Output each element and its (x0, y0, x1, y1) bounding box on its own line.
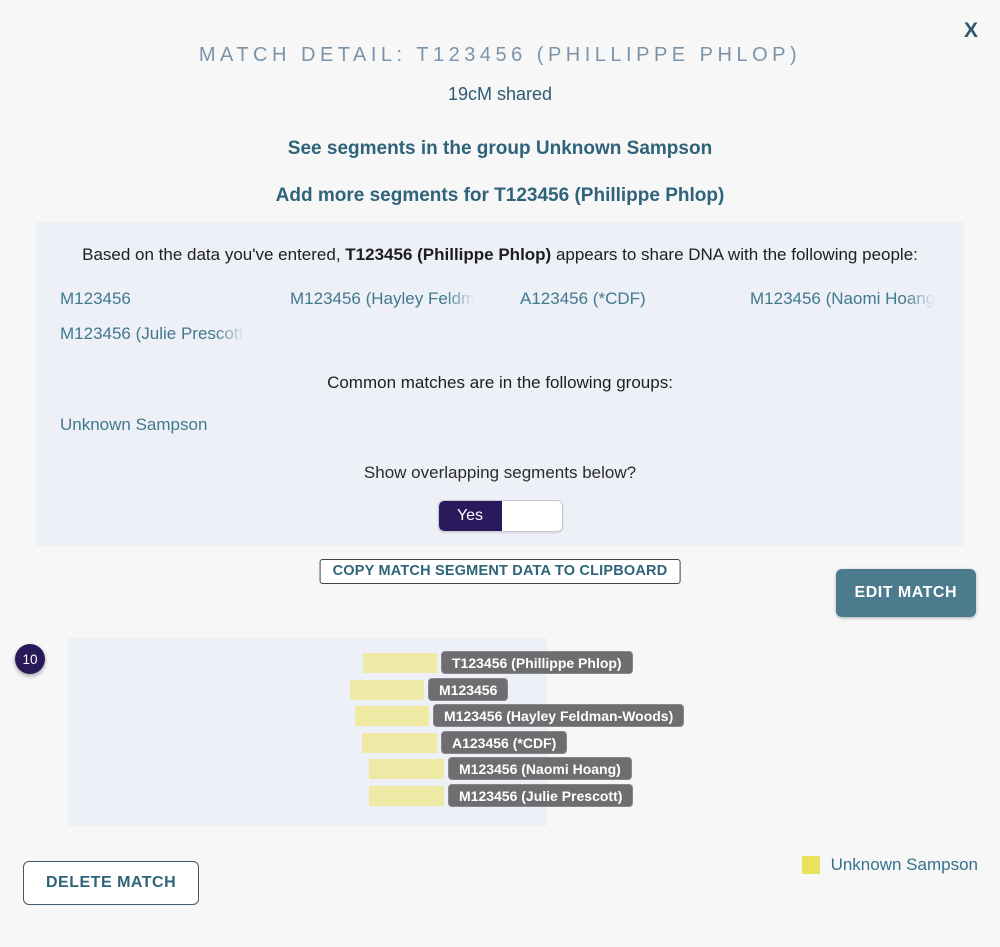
match-link-cell: A123456 (*CDF) (520, 289, 710, 312)
match-link[interactable]: M123456 (Hayley Feldman-Woods) (290, 289, 480, 309)
shared-dna-panel: Based on the data you've entered, T12345… (36, 222, 964, 547)
chromosome-panel: T123456 (Phillippe Phlop) M123456 M123456 … (68, 638, 685, 827)
actions-row: COPY MATCH SEGMENT DATA TO CLIPBOARD EDI… (0, 546, 1000, 638)
delete-match-button[interactable]: DELETE MATCH (23, 861, 200, 906)
segment-bar[interactable] (362, 732, 437, 753)
segment-bar[interactable] (369, 759, 444, 780)
segment-row: A123456 (*CDF) (68, 730, 568, 754)
match-link-cell: M123456 (Naomi Hoang) (750, 289, 940, 312)
copy-segment-data-button[interactable]: COPY MATCH SEGMENT DATA TO CLIPBOARD (319, 559, 681, 585)
match-link-cell: M123456 (Hayley Feldman-Woods) (290, 289, 480, 312)
group-link[interactable]: Unknown Sampson (60, 415, 208, 435)
segment-row: M123456 (Julie Prescott) (68, 783, 634, 807)
bottom-row: DELETE MATCH Unknown Sampson (0, 855, 1000, 947)
match-link-cell: M123456 (Julie Prescott) (60, 324, 250, 347)
segment-label: M123456 (428, 677, 509, 701)
intro-suffix: appears to share DNA with the following … (551, 245, 918, 264)
match-link[interactable]: M123456 (Julie Prescott) (60, 324, 249, 344)
group-legend: Unknown Sampson (801, 855, 978, 875)
match-link-cell: M123456 (60, 289, 250, 312)
segment-bar[interactable] (355, 706, 429, 727)
overlap-toggle-question: Show overlapping segments below? (363, 463, 637, 483)
see-segments-link[interactable]: See segments in the group Unknown Sampso… (287, 138, 713, 159)
chromosome-number-badge: 10 (15, 644, 45, 675)
chromosome-section: 10 T123456 (Phillippe Phlop) M123456 M1234… (0, 638, 1000, 827)
chromosome-rows: T123456 (Phillippe Phlop) M123456 M123456 … (68, 638, 685, 807)
intro-text: Based on the data you've entered, T12345… (60, 242, 940, 268)
shared-cm-text: 19cM shared (447, 84, 553, 104)
group-row: Unknown Sampson (60, 415, 940, 435)
edit-match-button[interactable]: EDIT MATCH (835, 569, 976, 618)
segment-row: M123456 (Hayley Feldman-Woods) (68, 704, 685, 728)
segment-label: M123456 (Julie Prescott) (448, 783, 634, 807)
match-link[interactable]: M123456 (Naomi Hoang) (750, 289, 940, 309)
match-link[interactable]: A123456 (*CDF) (520, 289, 646, 309)
segment-label: M123456 (Naomi Hoang) (448, 757, 632, 781)
segment-row: M123456 (68, 677, 547, 701)
segment-row: T123456 (Phillippe Phlop) (68, 651, 633, 675)
segment-label: T123456 (Phillippe Phlop) (441, 651, 633, 675)
intro-match-name: T123456 (Phillippe Phlop) (345, 245, 552, 264)
match-links-grid: M123456 M123456 (Hayley Feldman-Woods) A… (60, 289, 940, 347)
close-icon[interactable]: X (963, 19, 978, 42)
legend-label: Unknown Sampson (830, 855, 978, 875)
add-segments-link[interactable]: Add more segments for T123456 (Phillippe… (275, 185, 725, 206)
segment-bar[interactable] (350, 679, 424, 700)
segment-bar[interactable] (369, 785, 444, 806)
segment-label: A123456 (*CDF) (441, 730, 568, 754)
intro-prefix: Based on the data you've entered, (82, 245, 346, 264)
match-link[interactable]: M123456 (60, 289, 131, 309)
legend-color-swatch (801, 856, 820, 875)
segment-bar[interactable] (363, 653, 437, 674)
page-title: MATCH DETAIL: T123456 (PHILLIPPE PHLOP) (198, 44, 802, 66)
toggle-on-state[interactable]: Yes (438, 501, 502, 532)
common-groups-heading: Common matches are in the following grou… (327, 373, 673, 393)
overlap-toggle[interactable]: Yes (437, 500, 563, 533)
segment-row: M123456 (Naomi Hoang) (68, 757, 632, 781)
segment-label: M123456 (Hayley Feldman-Woods) (433, 704, 685, 728)
toggle-off-state[interactable] (501, 501, 562, 532)
